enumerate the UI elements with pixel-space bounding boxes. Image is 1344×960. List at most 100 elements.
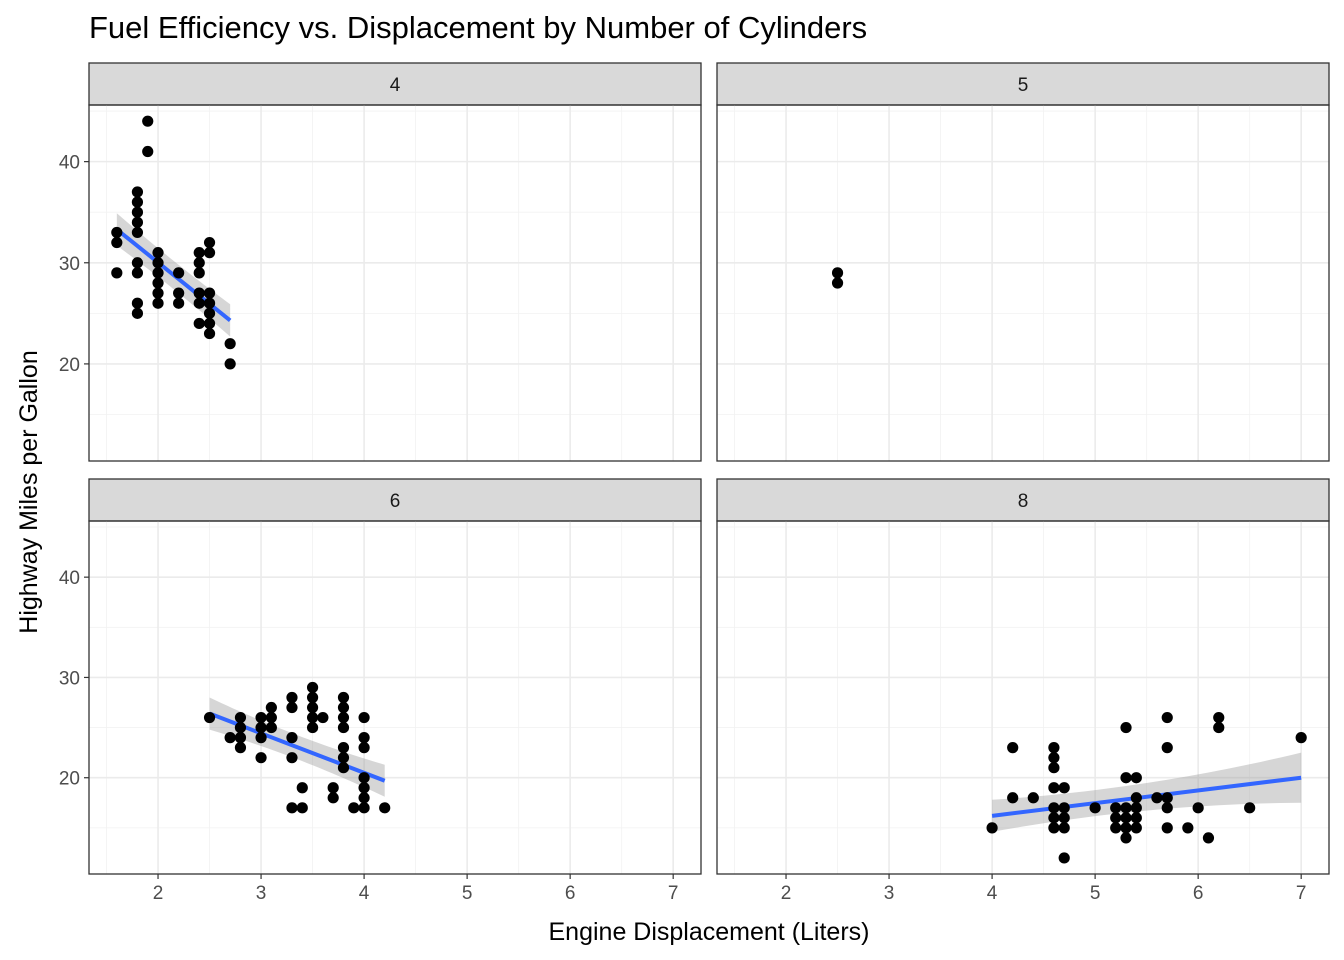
data-point	[337, 762, 350, 774]
panel-border	[88, 104, 702, 462]
data-point	[337, 711, 350, 724]
data-point	[831, 267, 844, 279]
facet-strip-label: 4	[390, 75, 401, 96]
data-point	[1007, 792, 1019, 804]
data-point	[1161, 792, 1173, 804]
panel-border	[716, 104, 1330, 462]
facet-strip-label: 8	[1018, 491, 1029, 512]
data-point	[234, 732, 247, 744]
data-point	[193, 287, 205, 299]
data-point	[327, 782, 339, 794]
x-axis-title: Engine Displacement (Liters)	[549, 918, 870, 946]
facet-panel-4: 4 20 30 40	[59, 62, 702, 462]
x-tick-label: 4	[359, 883, 370, 904]
data-point	[131, 297, 144, 309]
data-point	[286, 752, 298, 764]
data-point	[306, 691, 319, 704]
data-point	[286, 802, 298, 814]
data-point	[358, 802, 370, 814]
data-point	[131, 196, 144, 208]
data-point	[255, 752, 267, 764]
data-point	[1192, 802, 1204, 814]
data-point	[1048, 762, 1060, 774]
data-point	[131, 267, 144, 279]
facet-panels: 4 20 30 40 5 6 20 30 40 2 3 4 5 6 7 8 2 3 4 5 6 7	[59, 62, 1330, 904]
data-point	[152, 297, 164, 309]
data-point	[131, 206, 144, 218]
data-point	[1110, 802, 1122, 814]
data-point	[1295, 732, 1307, 744]
data-point	[296, 802, 308, 814]
data-point	[1120, 802, 1132, 814]
data-point	[203, 327, 216, 340]
regression-line	[991, 775, 1302, 818]
data-point	[286, 691, 298, 704]
data-points	[831, 267, 844, 289]
data-point	[265, 701, 277, 714]
data-point	[306, 681, 319, 694]
data-point	[1007, 742, 1019, 754]
data-point	[131, 216, 144, 228]
data-point	[1120, 812, 1132, 824]
data-point	[358, 742, 370, 754]
data-point	[1120, 832, 1132, 844]
facet-strip	[716, 478, 1330, 522]
data-point	[193, 267, 205, 279]
x-tick-label: 6	[565, 883, 576, 904]
data-point	[1130, 822, 1142, 834]
data-point	[1202, 832, 1215, 844]
data-point	[306, 711, 319, 724]
data-point	[1120, 772, 1132, 784]
x-tick-label: 3	[256, 883, 267, 904]
data-point	[131, 226, 144, 239]
data-point	[286, 732, 298, 744]
data-point	[203, 307, 216, 319]
x-tick-label: 2	[153, 883, 164, 904]
panel-border	[716, 520, 1330, 875]
data-point	[337, 691, 350, 704]
facet-strip	[88, 62, 702, 106]
data-point	[255, 732, 267, 744]
chart-title: Fuel Efficiency vs. Displacement by Numb…	[89, 10, 867, 45]
data-point	[1048, 782, 1060, 794]
x-tick-label: 7	[1296, 883, 1307, 904]
data-point	[234, 721, 247, 734]
data-point	[1058, 852, 1070, 864]
data-point	[152, 257, 164, 269]
data-point	[203, 297, 216, 309]
data-point	[1161, 742, 1173, 754]
data-point	[131, 307, 144, 319]
data-point	[234, 711, 247, 724]
data-point	[1120, 822, 1132, 834]
data-point	[142, 115, 154, 127]
data-point	[173, 267, 185, 279]
data-point	[1048, 742, 1060, 754]
data-point	[152, 287, 164, 299]
data-points	[203, 681, 391, 814]
x-tick-label: 5	[1090, 883, 1101, 904]
data-point	[1027, 792, 1039, 804]
data-point	[224, 338, 236, 350]
data-point	[1244, 802, 1256, 814]
data-point	[986, 822, 998, 834]
data-point	[203, 287, 216, 299]
data-point	[173, 297, 185, 309]
facet-strip-label: 5	[1018, 75, 1029, 96]
data-point	[337, 701, 350, 714]
data-point	[193, 297, 205, 309]
facet-panel-8: 8 2 3 4 5 6 7	[716, 478, 1330, 904]
data-point	[831, 277, 844, 289]
data-point	[234, 742, 247, 754]
data-point	[296, 782, 308, 794]
data-point	[255, 721, 267, 734]
facet-panel-5: 5	[716, 62, 1330, 462]
x-tick-label: 3	[884, 883, 895, 904]
data-point	[1048, 752, 1060, 764]
data-point	[193, 257, 205, 269]
data-point	[203, 236, 216, 249]
data-points	[986, 711, 1307, 864]
data-point	[306, 701, 319, 714]
gridlines	[89, 521, 701, 874]
data-point	[131, 186, 144, 198]
